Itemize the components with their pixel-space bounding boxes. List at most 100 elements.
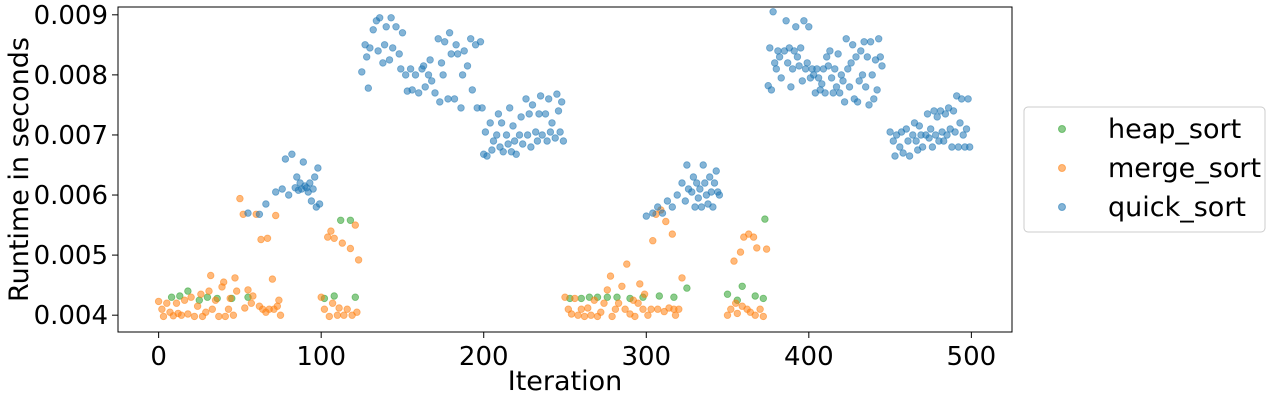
quick_sort-point-152 — [771, 59, 779, 67]
quick_sort-point-36 — [385, 56, 394, 64]
merge_sort-point-12 — [190, 312, 199, 321]
quick_sort-point-2 — [262, 200, 270, 208]
quick_sort-point-63 — [447, 50, 455, 58]
merge_sort-point-26 — [226, 294, 234, 303]
quick_sort-point-258 — [959, 131, 967, 139]
quick_sort-point-61 — [444, 95, 452, 103]
merge_sort-point-52 — [325, 312, 333, 321]
quick_sort-point-225 — [902, 125, 910, 133]
merge_sort-point-121 — [753, 244, 761, 252]
heap_sort-point-1 — [176, 292, 184, 300]
y-axis-ticks: 0.004 0.005 0.006 0.007 0.008 0.009 — [34, 1, 118, 331]
quick_sort-point-262 — [966, 143, 974, 151]
quick_sort-point-132 — [691, 203, 699, 211]
quick_sort-point-50 — [419, 62, 428, 70]
quick_sort-point-145 — [712, 167, 720, 175]
merge_sort-point-38 — [257, 235, 265, 244]
merge_sort-point-54 — [328, 299, 337, 307]
x-tick-label-4: 400 — [784, 342, 834, 372]
merge_sort-point-86 — [623, 260, 631, 268]
quick_sort-point-180 — [818, 80, 826, 88]
quick_sort-point-154 — [774, 47, 782, 55]
quick_sort-point-119 — [642, 212, 650, 220]
quick_sort-point-256 — [956, 119, 964, 127]
quick_sort-point-240 — [930, 107, 938, 115]
quick_sort-point-114 — [553, 90, 561, 98]
quick_sort-point-216 — [876, 53, 884, 61]
merge_sort-point-3 — [163, 299, 171, 307]
merge_sort-point-93 — [640, 290, 649, 298]
quick_sort-point-185 — [826, 47, 834, 55]
y-tick-label-4: 0.008 — [34, 61, 108, 91]
merge_sort-point-83 — [614, 299, 623, 307]
quick_sort-point-32 — [376, 14, 384, 22]
quick_sort-point-113 — [551, 134, 559, 142]
series-merge_sort — [154, 194, 771, 321]
quick_sort-point-69 — [460, 47, 468, 55]
quick_sort-point-6 — [285, 191, 293, 199]
quick_sort-point-261 — [964, 95, 972, 103]
quick_sort-point-209 — [865, 101, 873, 109]
merge_sort-point-57 — [335, 304, 343, 312]
merge_sort-point-25 — [224, 305, 233, 313]
legend-label-quick_sort: quick_sort — [1108, 192, 1246, 223]
merge_sort-point-91 — [636, 280, 644, 288]
merge_sort-point-84 — [618, 282, 626, 290]
quick_sort-point-241 — [931, 131, 940, 139]
quick_sort-point-68 — [458, 71, 467, 79]
merge_sort-point-77 — [597, 308, 605, 316]
quick_sort-point-92 — [509, 122, 517, 130]
legend-label-heap_sort: heap_sort — [1108, 114, 1241, 145]
merge_sort-point-6 — [172, 299, 181, 307]
quick_sort-point-211 — [868, 71, 876, 79]
quick_sort-point-26 — [363, 53, 371, 61]
merge_sort-point-63 — [351, 221, 359, 229]
heap_sort-point-12 — [351, 293, 359, 301]
quick_sort-point-41 — [397, 65, 405, 73]
quick_sort-point-194 — [840, 98, 849, 106]
merge_sort-point-49 — [317, 293, 325, 301]
heap_sort-point-18 — [613, 293, 621, 301]
quick_sort-point-137 — [699, 161, 707, 169]
merge_sort-point-8 — [177, 311, 186, 319]
quick_sort-point-99 — [523, 131, 532, 139]
heap_sort-point-17 — [603, 293, 611, 301]
heap_sort-point-27 — [751, 292, 759, 300]
heap_sort-point-3 — [195, 296, 203, 304]
quick_sort-point-39 — [392, 23, 400, 31]
quick_sort-point-164 — [792, 23, 800, 31]
quick_sort-point-111 — [546, 128, 555, 136]
series-heap_sort — [167, 215, 769, 304]
quick_sort-point-150 — [767, 86, 776, 94]
quick_sort-point-52 — [424, 71, 433, 79]
quick_sort-point-103 — [532, 128, 540, 136]
quick_sort-point-31 — [374, 47, 382, 55]
quick_sort-point-191 — [836, 89, 844, 97]
quick_sort-point-1 — [255, 210, 264, 218]
quick_sort-point-46 — [408, 86, 416, 94]
quick_sort-point-47 — [411, 71, 420, 79]
quick_sort-point-190 — [834, 50, 842, 58]
quick_sort-point-112 — [548, 119, 556, 127]
merge_sort-point-110 — [730, 257, 738, 265]
merge_sort-point-98 — [654, 305, 662, 313]
merge_sort-point-17 — [205, 287, 213, 295]
quick_sort-point-27 — [364, 84, 372, 92]
merge_sort-point-90 — [634, 299, 642, 307]
merge_sort-point-41 — [263, 234, 272, 242]
quick_sort-point-90 — [506, 104, 514, 112]
heap_sort-point-4 — [203, 293, 212, 301]
quick_sort-point-217 — [878, 62, 886, 70]
quick_sort-point-106 — [536, 92, 545, 100]
merge_sort-point-66 — [561, 293, 569, 301]
merge_sort-point-10 — [184, 310, 192, 318]
quick_sort-point-219 — [889, 137, 897, 145]
quick_sort-point-19 — [309, 185, 317, 193]
legend-box — [1023, 106, 1266, 233]
merge_sort-point-96 — [649, 236, 657, 245]
quick_sort-point-93 — [510, 137, 519, 145]
merge_sort-point-64 — [353, 308, 361, 316]
quick_sort-point-251 — [948, 143, 956, 151]
quick_sort-point-89 — [504, 140, 512, 148]
quick_sort-point-246 — [940, 137, 948, 145]
